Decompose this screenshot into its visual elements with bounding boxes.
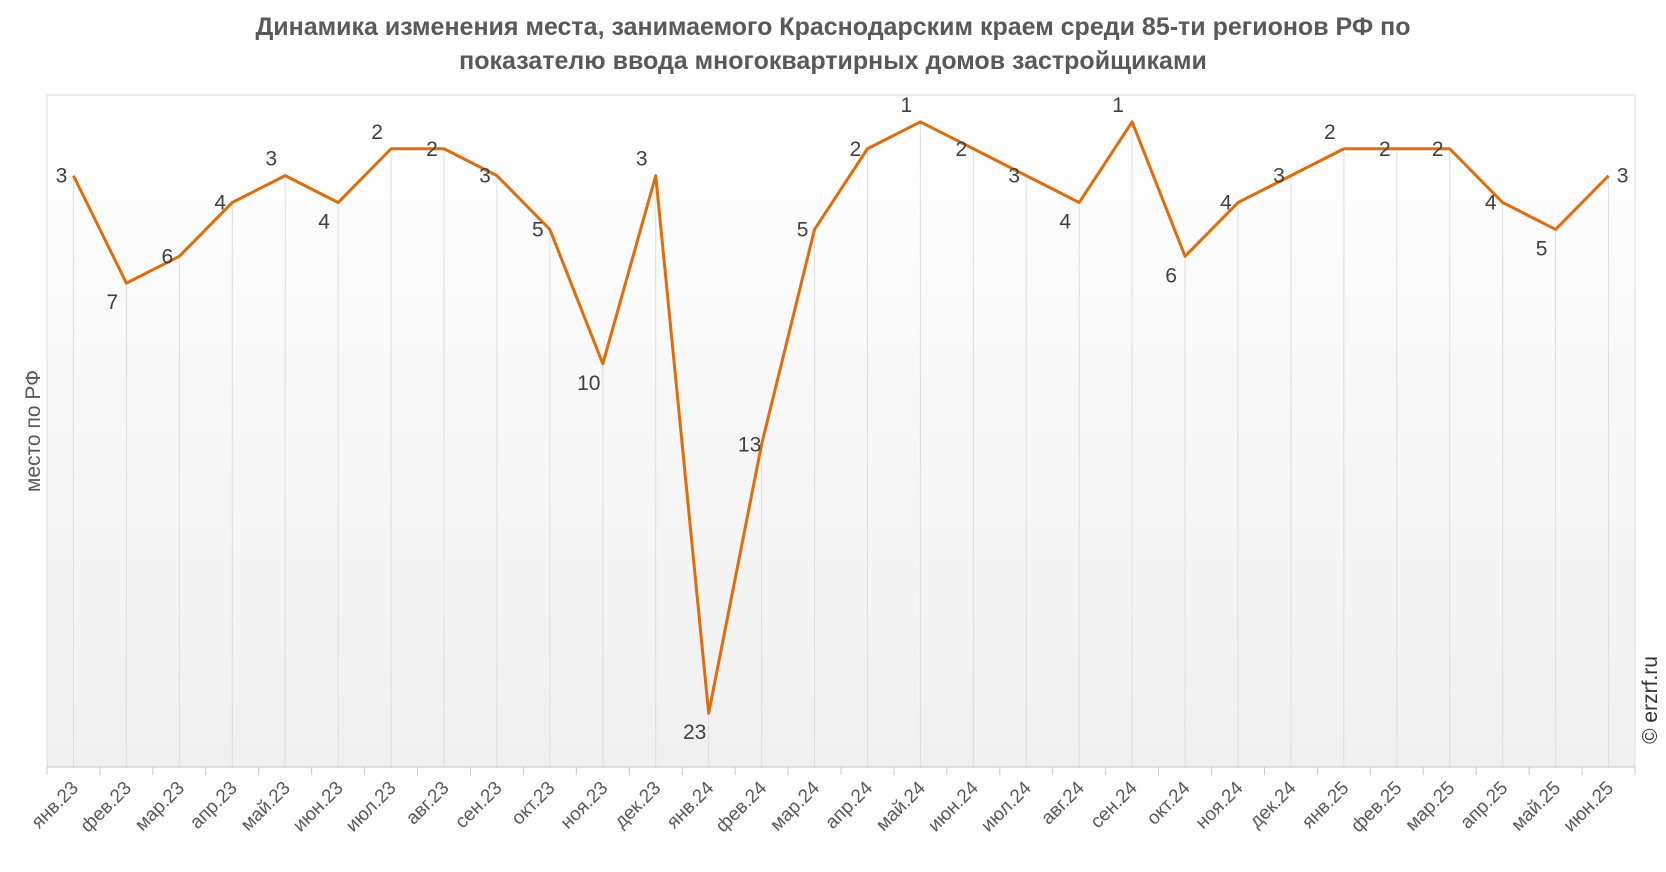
y-axis-label: место по РФ — [22, 370, 45, 492]
data-label: 4 — [318, 211, 330, 234]
x-tick-label: июн.24 — [924, 777, 983, 836]
data-label: 6 — [161, 245, 173, 268]
x-tick-label: янв.24 — [663, 777, 719, 833]
data-label: 7 — [107, 291, 119, 314]
x-tick-label: мар.23 — [131, 778, 189, 836]
data-label: 2 — [955, 138, 967, 161]
plot-area — [46, 94, 1636, 768]
x-tick-label: авг.23 — [402, 778, 453, 829]
data-label: 4 — [1059, 211, 1071, 234]
x-tick-label: фев.25 — [1347, 778, 1406, 837]
x-tick-label: апр.24 — [821, 777, 877, 833]
x-tick-label: июн.23 — [289, 778, 348, 837]
x-tick-label: янв.25 — [1298, 778, 1353, 833]
x-tick-label: янв.23 — [28, 778, 83, 833]
data-label: 4 — [1485, 192, 1497, 215]
data-label: 5 — [532, 218, 544, 241]
x-tick-label: май.23 — [237, 778, 295, 836]
data-label: 3 — [1617, 165, 1629, 188]
data-label: 5 — [797, 218, 809, 241]
data-label: 1 — [1112, 94, 1124, 117]
chart-title-line-2: показателю ввода многоквартирных домов з… — [459, 47, 1207, 75]
x-tick-label: июл.24 — [977, 777, 1036, 836]
data-label: 4 — [1220, 192, 1232, 215]
x-tick-label: мар.25 — [1402, 778, 1460, 836]
data-label: 3 — [636, 148, 648, 171]
x-tick-label: июл.23 — [342, 778, 401, 837]
data-label: 2 — [371, 121, 383, 144]
data-label: 13 — [738, 433, 761, 456]
x-tick-label: май.24 — [872, 777, 930, 835]
x-tick-label: дек.24 — [1246, 777, 1301, 832]
data-label: 5 — [1536, 237, 1548, 260]
data-label: 3 — [56, 165, 68, 188]
x-tick-label: май.25 — [1507, 778, 1565, 836]
x-tick-label: фев.23 — [77, 778, 136, 837]
data-label: 2 — [1324, 121, 1336, 144]
chart-title-line-1: Динамика изменения места, занимаемого Кр… — [255, 13, 1411, 41]
x-tick-label: ноя.24 — [1192, 777, 1248, 833]
data-label: 2 — [1432, 138, 1444, 161]
data-label: 3 — [1273, 165, 1285, 188]
data-label: 10 — [577, 372, 600, 395]
x-tick-label: сен.24 — [1087, 777, 1142, 832]
x-tick-label: мар.24 — [766, 777, 824, 835]
x-tick-label: апр.25 — [1456, 778, 1512, 834]
data-label: 23 — [683, 721, 706, 744]
x-tick-label: окт.24 — [1143, 777, 1195, 829]
series-line — [72, 120, 1610, 715]
x-tick-label: апр.23 — [186, 778, 242, 834]
chart-title: Динамика изменения места, занимаемого Кр… — [0, 10, 1666, 78]
data-label: 2 — [850, 138, 862, 161]
data-label: 2 — [426, 138, 438, 161]
data-label: 3 — [265, 148, 277, 171]
x-tick-label: авг.24 — [1037, 777, 1089, 829]
x-tick-label: дек.23 — [611, 778, 666, 833]
x-tick-label: ноя.23 — [557, 778, 613, 834]
data-label: 3 — [479, 165, 491, 188]
x-tick-label: июн.25 — [1560, 778, 1619, 837]
copyright: © erzrf.ru — [1639, 656, 1662, 744]
x-tick-label: фев.24 — [712, 777, 771, 836]
data-label: 4 — [214, 192, 226, 215]
data-label: 6 — [1165, 264, 1177, 287]
x-tick-label: сен.23 — [451, 778, 506, 833]
data-label: 1 — [901, 94, 913, 117]
x-tick-label: окт.23 — [508, 778, 560, 830]
data-label: 3 — [1008, 165, 1020, 188]
data-label: 2 — [1379, 138, 1391, 161]
